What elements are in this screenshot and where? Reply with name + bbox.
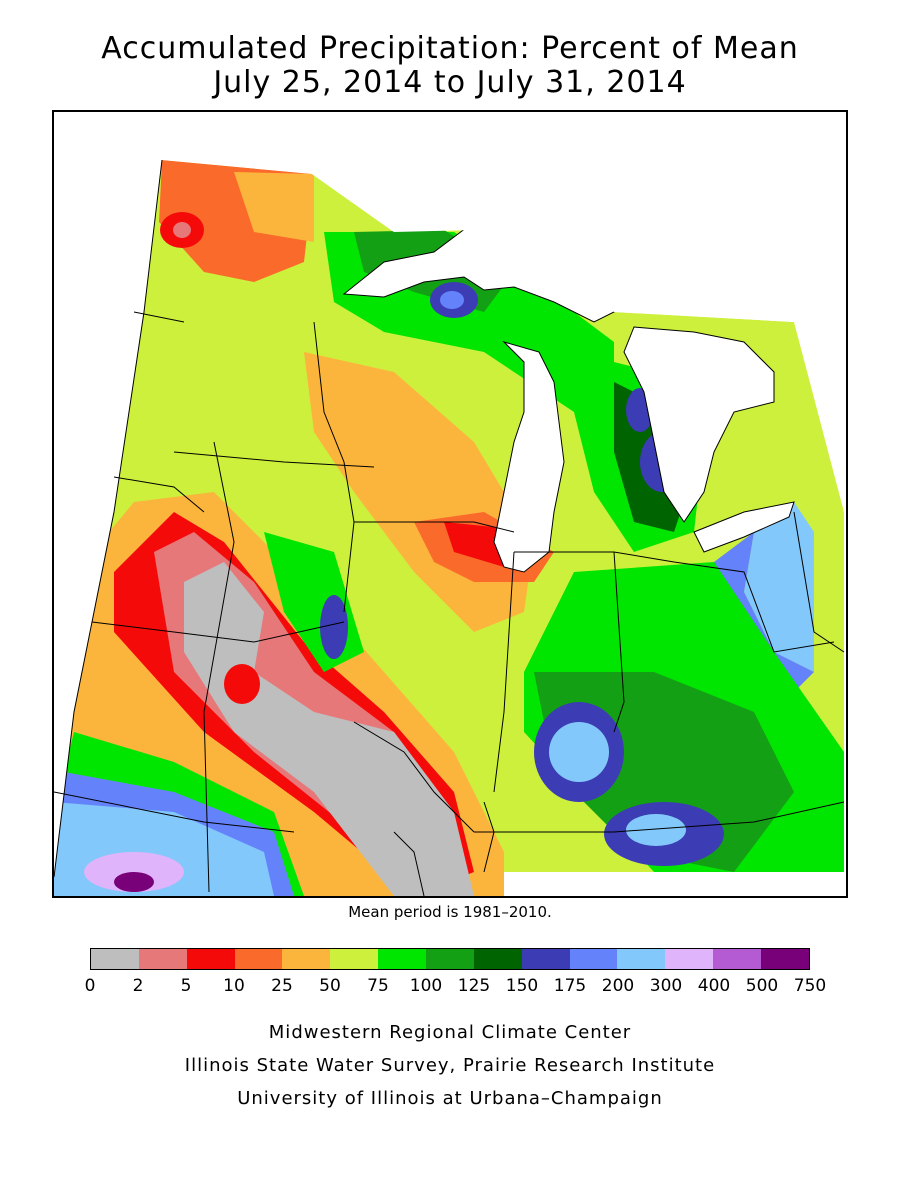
outside-region-north	[54, 112, 846, 877]
legend-tick-label: 300	[649, 976, 683, 996]
color-legend	[90, 948, 810, 970]
legend-swatch	[91, 949, 139, 969]
legend-tick-label: 400	[697, 976, 731, 996]
outside-region-north-east	[312, 142, 394, 232]
map-title-line-2: July 25, 2014 to July 31, 2014	[213, 65, 687, 100]
mean-period-note: Mean period is 1981–2010.	[348, 903, 552, 921]
legend-tick-label: 5	[180, 976, 192, 996]
legend-tick-labels: 0 2 5 10 25 50 75 100 125 150 175 200 300 400 500 750	[85, 976, 827, 1000]
legend-tick-label: 175	[553, 976, 587, 996]
zone-iowa-blue	[320, 595, 348, 659]
credit-line-1: Midwestern Regional Climate Center	[268, 1022, 632, 1043]
zone-dry-red-spot	[224, 664, 260, 704]
legend-swatch	[617, 949, 666, 969]
legend-tick-label: 200	[601, 976, 635, 996]
legend-swatch	[569, 949, 618, 969]
legend-tick-label: 0	[84, 976, 96, 996]
precipitation-map	[52, 110, 848, 898]
legend-tick-label: 150	[505, 976, 539, 996]
lake-erie	[693, 501, 795, 553]
credit-line-3: University of Illinois at Urbana–Champai…	[237, 1088, 663, 1109]
legend-tick-label: 100	[409, 976, 443, 996]
legend-tick-label: 750	[793, 976, 827, 996]
zone-east-blue	[714, 532, 814, 692]
legend-swatch	[282, 949, 331, 969]
precipitation-map-graphic	[54, 112, 846, 896]
legend-swatch	[761, 949, 809, 969]
legend-tick-label: 2	[132, 976, 144, 996]
zone-nw-yellow	[234, 172, 314, 242]
legend-tick-label: 50	[319, 976, 341, 996]
zone-tennessee-lightblue	[626, 814, 686, 846]
legend-swatch	[234, 949, 283, 969]
legend-tick-label: 500	[745, 976, 779, 996]
zone-nw-pink	[173, 222, 191, 238]
legend-swatch	[473, 949, 522, 969]
legend-swatch	[138, 949, 187, 969]
zone-sw-purple	[114, 872, 154, 892]
legend-tick-label: 125	[457, 976, 491, 996]
credit-line-2: Illinois State Water Survey, Prairie Res…	[184, 1055, 716, 1076]
legend-swatch	[521, 949, 570, 969]
state-boundaries	[54, 159, 845, 896]
zone-kentucky-lightblue	[549, 722, 609, 782]
zone-east-lightblue	[744, 502, 814, 672]
legend-tick-label: 75	[367, 976, 389, 996]
legend-swatch	[186, 949, 235, 969]
legend-swatch	[378, 949, 427, 969]
legend-tick-label: 25	[271, 976, 293, 996]
zone-superior-lightblue	[440, 291, 464, 309]
legend-tick-label: 10	[223, 976, 245, 996]
legend-swatch	[330, 949, 379, 969]
legend-swatch	[665, 949, 714, 969]
lake-huron	[623, 326, 775, 523]
zone-dry-gray	[184, 562, 474, 896]
legend-swatch	[713, 949, 762, 969]
lake-michigan	[493, 340, 565, 573]
legend-swatch	[426, 949, 474, 969]
map-title-line-1: Accumulated Precipitation: Percent of Me…	[101, 31, 799, 66]
